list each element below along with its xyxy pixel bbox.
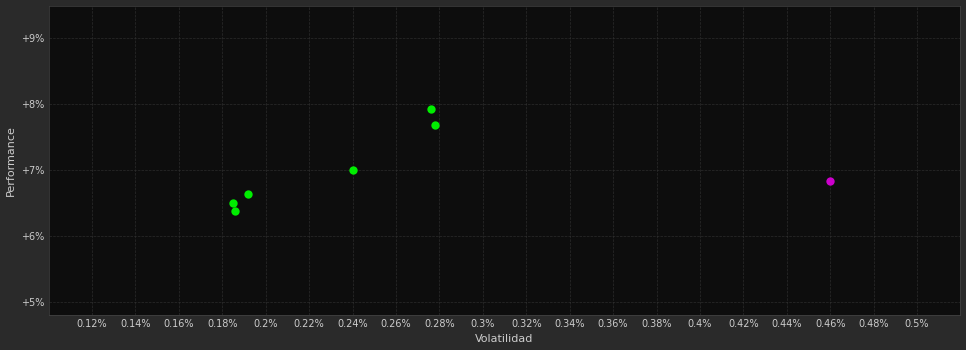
- X-axis label: Volatilidad: Volatilidad: [475, 335, 534, 344]
- Y-axis label: Performance: Performance: [6, 125, 15, 196]
